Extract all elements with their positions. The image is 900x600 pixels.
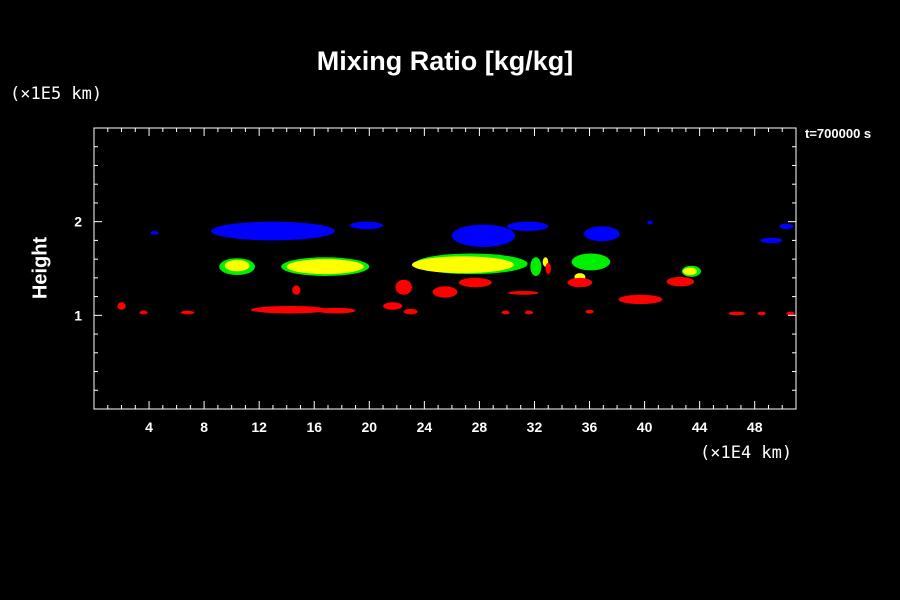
y-tick-label: 2 <box>74 214 82 230</box>
red-region-23 <box>395 279 412 295</box>
y-axis-unit: (×1E5 km) <box>10 84 103 104</box>
yellow-region-17 <box>411 256 514 274</box>
x-tick-label: 20 <box>362 419 378 435</box>
time-label: t=700000 s <box>805 126 872 141</box>
blue-region-0 <box>210 221 335 241</box>
red-region-33 <box>117 302 126 310</box>
red-region-21 <box>250 305 328 314</box>
red-region-42 <box>545 262 551 275</box>
yellow-region-16 <box>286 259 364 275</box>
chart-title: Mixing Ratio [kg/kg] <box>316 46 574 76</box>
red-region-22 <box>316 307 356 314</box>
blue-region-5 <box>760 237 783 244</box>
blue-region-6 <box>779 223 794 230</box>
x-tick-label: 40 <box>637 419 653 435</box>
red-region-25 <box>403 308 418 315</box>
yellow-region-19 <box>683 267 697 276</box>
x-tick-label: 44 <box>692 419 708 435</box>
red-region-41 <box>786 311 795 316</box>
blue-region-8 <box>647 220 653 225</box>
red-region-32 <box>508 290 539 295</box>
red-region-39 <box>728 311 746 316</box>
red-region-37 <box>524 310 534 315</box>
x-tick-label: 24 <box>417 419 433 435</box>
red-region-31 <box>292 285 301 295</box>
red-region-24 <box>383 302 403 310</box>
x-tick-label: 4 <box>145 419 153 435</box>
green-region-12 <box>530 257 542 276</box>
plot-frame <box>93 127 797 410</box>
red-region-38 <box>585 309 594 314</box>
red-region-26 <box>432 286 458 298</box>
blue-region-3 <box>506 221 549 232</box>
blue-region-2 <box>451 224 516 247</box>
x-tick-label: 16 <box>306 419 322 435</box>
x-tick-label: 12 <box>251 419 267 435</box>
green-region-13 <box>571 253 611 271</box>
x-tick-label: 48 <box>747 419 763 435</box>
mixing-ratio-regions <box>117 220 795 316</box>
blue-region-1 <box>350 221 384 230</box>
y-tick-label: 1 <box>74 307 82 323</box>
red-region-34 <box>139 310 148 315</box>
yellow-region-15 <box>224 260 250 272</box>
x-tick-label: 28 <box>472 419 488 435</box>
red-region-29 <box>618 294 663 305</box>
red-region-35 <box>180 310 195 315</box>
x-tick-label: 32 <box>527 419 543 435</box>
blue-region-7 <box>150 231 159 235</box>
x-tick-label: 8 <box>200 419 208 435</box>
red-region-36 <box>501 310 510 315</box>
red-region-30 <box>666 276 695 287</box>
blue-region-4 <box>584 226 620 242</box>
red-region-40 <box>757 311 766 316</box>
x-axis-unit: (×1E4 km) <box>700 443 793 463</box>
red-region-27 <box>458 277 492 288</box>
x-tick-label: 36 <box>582 419 598 435</box>
red-region-28 <box>567 277 593 288</box>
